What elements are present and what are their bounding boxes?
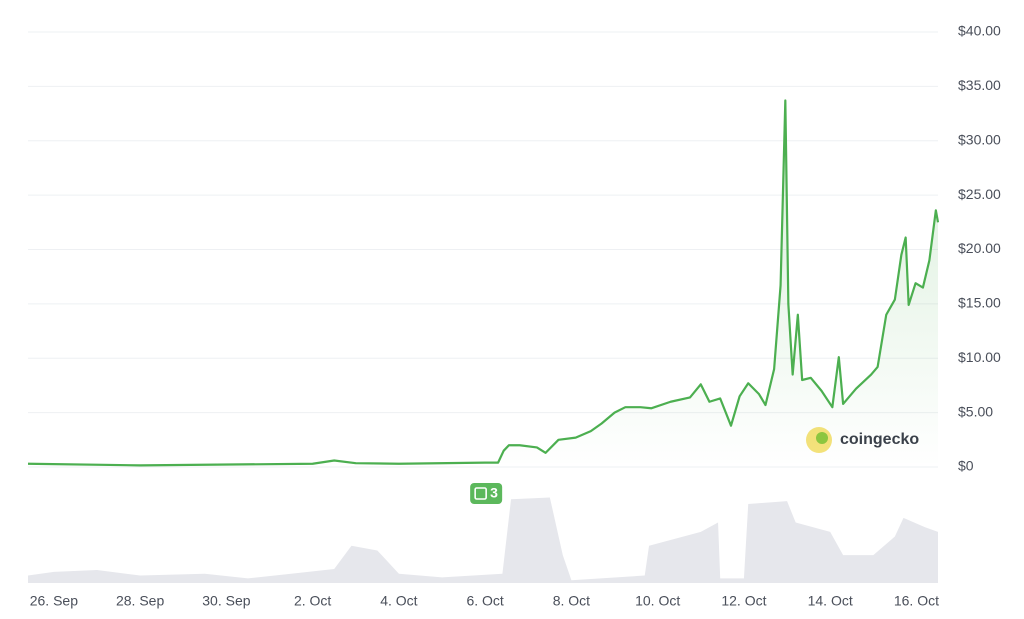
x-tick-label: 4. Oct bbox=[380, 593, 417, 609]
y-tick-label: $0 bbox=[958, 458, 974, 474]
x-tick-label: 8. Oct bbox=[553, 593, 590, 609]
y-tick-label: $5.00 bbox=[958, 403, 993, 419]
y-tick-label: $20.00 bbox=[958, 240, 1001, 256]
y-tick-label: $30.00 bbox=[958, 131, 1001, 147]
x-tick-label: 16. Oct bbox=[894, 593, 939, 609]
x-tick-label: 30. Sep bbox=[202, 593, 250, 609]
news-count: 3 bbox=[490, 485, 498, 501]
volume-area bbox=[28, 497, 938, 583]
y-tick-label: $25.00 bbox=[958, 186, 1001, 202]
y-tick-label: $15.00 bbox=[958, 295, 1001, 311]
x-tick-label: 26. Sep bbox=[30, 593, 78, 609]
x-tick-label: 2. Oct bbox=[294, 593, 331, 609]
price-line bbox=[27, 99, 940, 467]
x-tick-label: 6. Oct bbox=[466, 593, 503, 609]
x-tick-label: 14. Oct bbox=[808, 593, 853, 609]
news-icon bbox=[474, 487, 487, 500]
y-tick-label: $10.00 bbox=[958, 349, 1001, 365]
x-tick-label: 12. Oct bbox=[721, 593, 766, 609]
y-tick-label: $40.00 bbox=[958, 23, 1001, 39]
y-tick-label: $35.00 bbox=[958, 77, 1001, 93]
price-area bbox=[28, 100, 938, 467]
x-tick-label: 10. Oct bbox=[635, 593, 680, 609]
x-tick-label: 28. Sep bbox=[116, 593, 164, 609]
